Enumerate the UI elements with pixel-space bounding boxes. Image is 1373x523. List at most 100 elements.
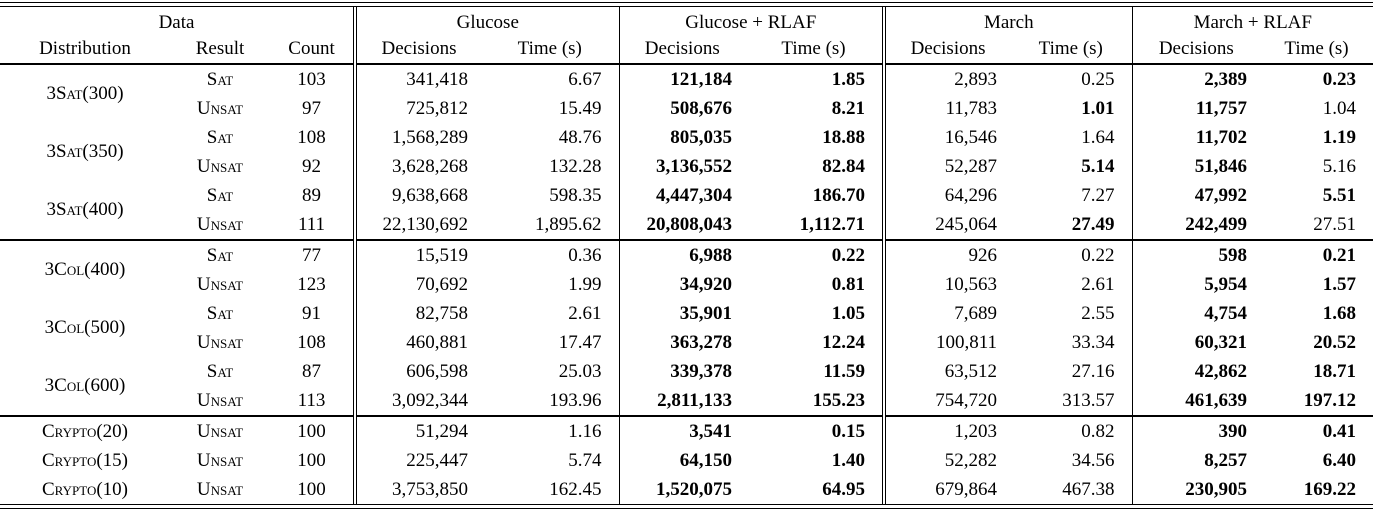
column-header-5-decisions: Decisions [644,38,720,60]
cell-march-rlaf-time: 1.57 [1322,273,1357,295]
cell-glucose-decisions: 1,568,289 [392,126,468,148]
cell-march-rlaf-time: 6.40 [1322,449,1357,471]
cell-result: Unsat [196,478,244,500]
cell-distribution: 3Sat(350) [46,141,124,163]
cell-glucose-time: 1.16 [481,416,620,446]
cell-march-time: 0.82 [1010,416,1133,446]
cell-result: Unsat [196,97,244,119]
cell-glucose-decisions: 70,692 [415,273,468,295]
table-row: 3Col(400) Sat 77 15,519 0.36 6,988 0.22 926 0.22… [0,240,1373,280]
cell-count: 91 [270,299,357,328]
cell-march-rlaf-decisions: 11,757 [1195,97,1248,119]
cell-count: 108 [270,123,357,152]
column-group-glucose-rlaf: Glucose + RLAF [619,7,887,35]
cell-march-decisions: 11,783 [945,97,998,119]
cell-glucose-rlaf-time: 155.23 [745,386,887,416]
column-header-9-decisions: Decisions [1158,38,1234,60]
cell-glucose-time: 162.45 [481,475,620,504]
cell-glucose-rlaf-time: 1.85 [745,64,887,94]
cell-distribution: Crypto(15) [42,449,128,471]
cell-glucose-decisions: 225,447 [406,449,468,471]
table-row: Crypto(15) Unsat 100 225,447 5.74 64,150 1.40 5… [0,446,1373,475]
table-block-2: 3Col(400) Sat 77 15,519 0.36 6,988 0.22 926 0.22… [0,240,1373,416]
cell-march-rlaf-decisions: 461,639 [1185,389,1248,411]
cell-glucose-time: 5.74 [481,446,620,475]
cell-march-decisions: 245,064 [935,213,998,235]
cell-march-rlaf-decisions: 230,905 [1185,478,1248,500]
cell-march-rlaf-time: 5.16 [1322,155,1357,177]
cell-march-rlaf-time: 197.12 [1303,389,1357,411]
cell-distribution: 3Sat(400) [46,199,124,221]
cell-march-rlaf-decisions: 42,862 [1194,360,1248,382]
cell-glucose-time: 1.99 [481,270,620,299]
cell-march-time: 0.25 [1010,64,1133,94]
cell-march-time: 34.56 [1010,446,1133,475]
cell-glucose-rlaf-decisions: 805,035 [670,126,733,148]
cell-march-decisions: 52,282 [944,449,998,471]
table-row: 3Col(600) Sat 87 606,598 25.03 339,378 11.59 63… [0,357,1373,396]
cell-glucose-rlaf-time: 0.81 [745,270,887,299]
cell-march-decisions: 100,811 [935,331,998,353]
table-row: Unsat 108 460,881 17.47 363,278 12.24 100,811 3… [0,328,1373,357]
cell-march-time: 27.49 [1010,210,1133,240]
cell-glucose-rlaf-decisions: 1,520,075 [656,478,733,500]
cell-march-rlaf-time: 0.41 [1322,420,1357,442]
cell-count: 89 [270,181,357,210]
cell-march-time: 27.16 [1010,357,1133,386]
table-row: Unsat 97 725,812 15.49 508,676 8.21 11,783 1.01… [0,94,1373,123]
cell-march-time: 1.01 [1010,94,1133,123]
cell-count: 100 [270,416,357,446]
cell-glucose-rlaf-decisions: 6,988 [689,244,733,266]
cell-glucose-rlaf-decisions: 64,150 [679,449,733,471]
column-group-march-rlaf: March + RLAF [1193,12,1312,34]
cell-distribution: 3Col(500) [44,317,126,339]
table-row: Crypto(20) Unsat 100 51,294 1.16 3,541 0.15 1,2… [0,416,1373,446]
cell-glucose-rlaf-decisions: 339,378 [670,360,733,382]
cell-distribution: Crypto(10) [42,478,128,500]
cell-glucose-rlaf-decisions: 20,808,043 [646,213,733,235]
column-header-10-time-s: Time (s) [1284,38,1349,60]
cell-march-decisions: 64,296 [944,184,998,206]
results-table: Data Glucose Glucose + RLAF March March + RL… [0,7,1373,504]
cell-march-rlaf-time: 18.71 [1313,360,1357,382]
table-bottom-rule [0,504,1373,509]
cell-glucose-decisions: 51,294 [415,420,468,442]
cell-glucose-rlaf-time: 0.22 [745,240,887,270]
cell-march-rlaf-time: 1.19 [1322,126,1357,148]
cell-glucose-decisions: 725,812 [406,97,468,119]
cell-glucose-decisions: 9,638,668 [392,184,468,206]
table-block-3: Crypto(20) Unsat 100 51,294 1.16 3,541 0.15 1,2… [0,416,1373,504]
cell-glucose-rlaf-time: 18.88 [745,123,887,152]
cell-march-decisions: 926 [968,244,998,266]
column-header-2-count: Count [270,35,357,64]
cell-count: 87 [270,357,357,386]
cell-march-decisions: 2,893 [954,68,998,90]
cell-distribution: 3Col(400) [44,259,126,281]
cell-count: 97 [270,94,357,123]
cell-result: Unsat [196,155,244,177]
cell-glucose-decisions: 341,418 [406,68,468,90]
cell-count: 123 [270,270,357,299]
table-row: 3Sat(350) Sat 108 1,568,289 48.76 805,035 18.8… [0,123,1373,162]
cell-glucose-rlaf-decisions: 508,676 [670,97,733,119]
cell-glucose-rlaf-time: 186.70 [745,181,887,210]
cell-result: Sat [206,184,234,206]
cell-glucose-decisions: 3,628,268 [392,155,468,177]
cell-march-time: 467.38 [1010,475,1133,504]
cell-glucose-time: 25.03 [481,357,620,386]
cell-glucose-time: 132.28 [481,152,620,181]
table-row: 3Col(500) Sat 91 82,758 2.61 35,901 1.05 7,689 2… [0,299,1373,338]
cell-march-rlaf-decisions: 11,702 [1195,126,1248,148]
cell-march-decisions: 1,203 [954,420,998,442]
column-header-0-distribution: Distribution [39,38,131,60]
cell-count: 92 [270,152,357,181]
cell-result: Sat [206,244,234,266]
cell-march-rlaf-time: 27.51 [1313,213,1357,235]
cell-result: Unsat [196,331,244,353]
cell-result: Sat [206,360,234,382]
cell-glucose-decisions: 3,753,850 [392,478,468,500]
column-header-6-time-s: Time (s) [745,35,887,64]
cell-march-rlaf-time: 1.68 [1322,302,1357,324]
cell-glucose-time: 15.49 [481,94,620,123]
cell-glucose-rlaf-decisions: 121,184 [670,68,733,90]
